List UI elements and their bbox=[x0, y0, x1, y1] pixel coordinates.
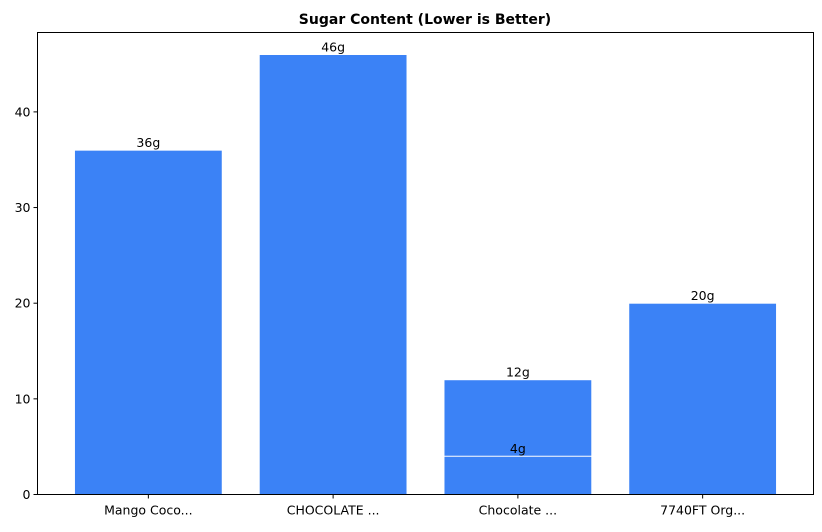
chart-title: Sugar Content (Lower is Better) bbox=[299, 12, 551, 28]
bar-data-label: 12g bbox=[506, 365, 530, 380]
y-tick-label: 40 bbox=[15, 104, 31, 119]
y-tick-label: 20 bbox=[15, 296, 31, 311]
bar bbox=[628, 302, 778, 495]
y-tick-label: 0 bbox=[23, 487, 31, 502]
x-tick-label: Chocolate ... bbox=[479, 503, 557, 518]
plot-frame bbox=[37, 32, 814, 495]
bar bbox=[258, 54, 408, 495]
y-tick-label: 30 bbox=[15, 200, 31, 215]
bar-data-label: 46g bbox=[321, 40, 345, 55]
bar bbox=[73, 149, 223, 496]
bar bbox=[443, 455, 593, 496]
bar-data-label: 36g bbox=[136, 135, 160, 150]
bar-data-label: 4g bbox=[510, 441, 526, 456]
x-tick-label: 7740FT Org... bbox=[660, 503, 745, 518]
x-tick-label: CHOCOLATE ... bbox=[287, 503, 380, 518]
x-tick-label: Mango Coco... bbox=[104, 503, 193, 518]
bar-data-label: 20g bbox=[691, 288, 715, 303]
y-tick-label: 10 bbox=[15, 391, 31, 406]
